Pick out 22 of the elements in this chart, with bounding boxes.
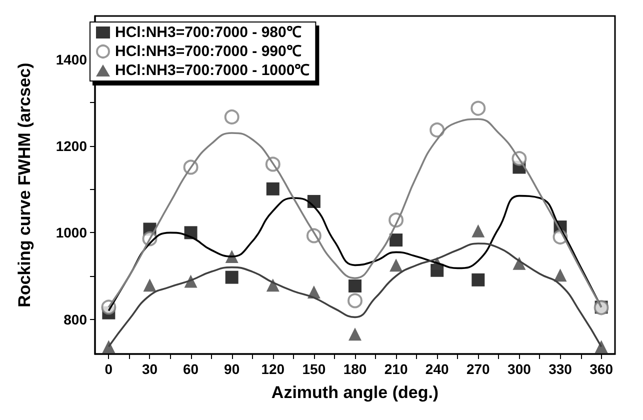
x-tick-label: 60 xyxy=(183,361,199,377)
x-tick-label: 120 xyxy=(261,361,285,377)
x-tick-label: 300 xyxy=(508,361,532,377)
x-tick-label: 210 xyxy=(384,361,408,377)
legend-label: HCl:NH3=700:7000 - 990℃ xyxy=(115,43,302,60)
legend-label: HCl:NH3=700:7000 - 1000℃ xyxy=(115,62,310,79)
y-tick-label: 1400 xyxy=(56,51,88,68)
x-tick-label: 360 xyxy=(590,361,614,377)
y-tick-label: 1200 xyxy=(56,138,88,154)
x-tick-label: 240 xyxy=(425,361,449,377)
x-axis-title: Azimuth angle (deg.) xyxy=(271,383,439,402)
x-tick-label: 150 xyxy=(302,361,326,377)
x-tick-label: 90 xyxy=(224,361,240,377)
x-tick-label: 180 xyxy=(343,361,367,377)
legend-label: HCl:NH3=700:7000 - 980℃ xyxy=(115,24,302,41)
y-tick-label: 1000 xyxy=(56,224,88,241)
x-tick-label: 30 xyxy=(142,361,158,377)
x-tick-label: 0 xyxy=(104,361,113,377)
x-tick-label: 270 xyxy=(466,361,490,377)
y-tick-label: 800 xyxy=(64,311,88,328)
y-axis-title: Rocking curve FWHM (arcsec) xyxy=(15,62,34,308)
x-tick-label: 330 xyxy=(548,361,572,377)
